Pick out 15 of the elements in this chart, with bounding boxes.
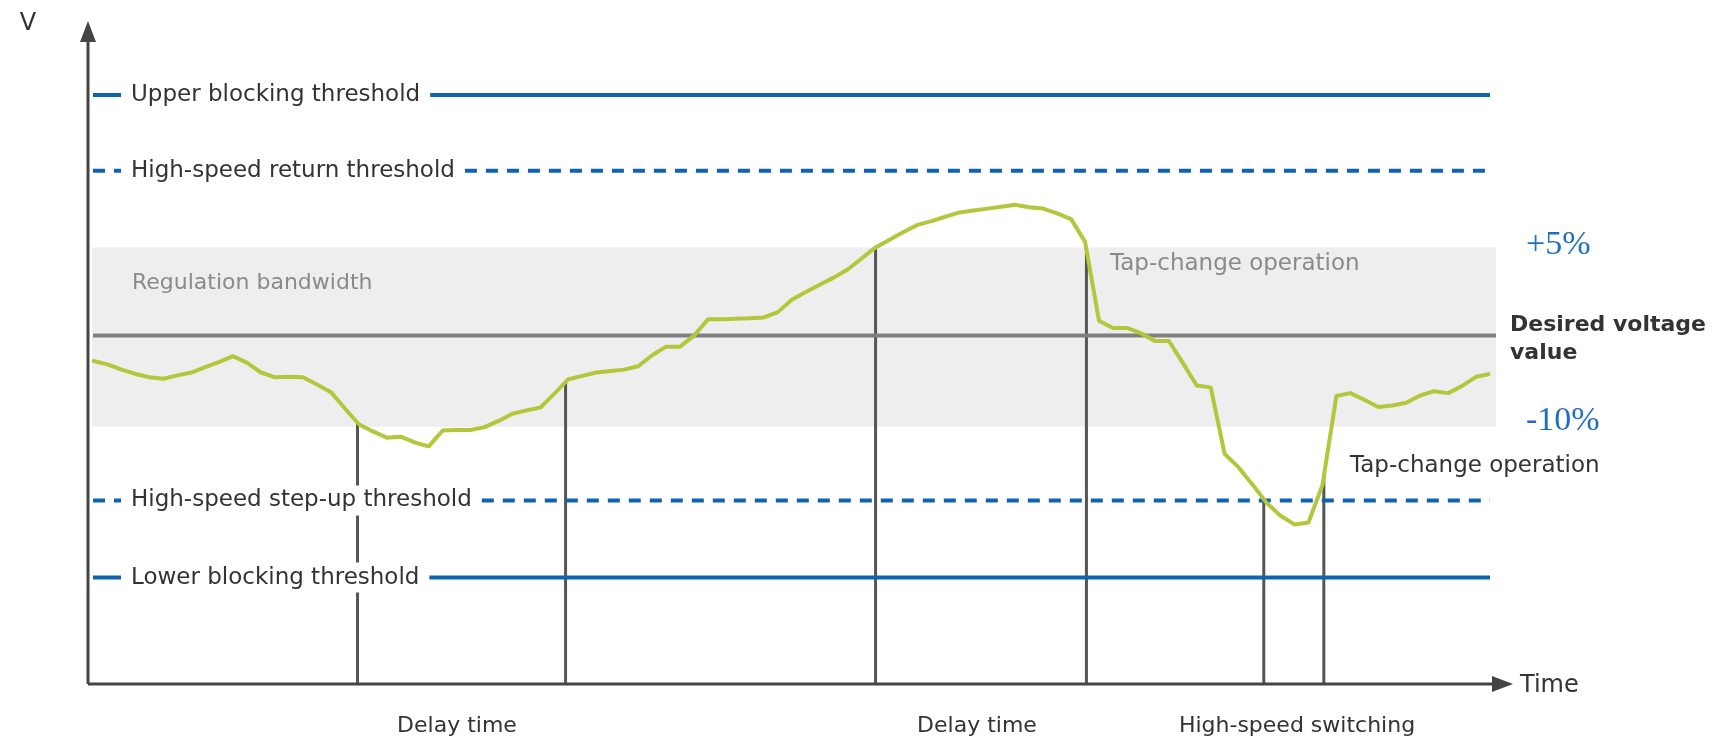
ref-line-label: Lower blocking threshold (131, 562, 420, 589)
text: V (19, 8, 37, 37)
band-label: Regulation bandwidth (132, 268, 373, 294)
text: +5% (1526, 223, 1591, 261)
ref-line-label: Upper blocking threshold (131, 80, 421, 106)
annotation: Tap-change operation (1349, 450, 1600, 477)
x-axis-title: Time (1519, 670, 1579, 699)
text: High-speed switching (1178, 711, 1416, 737)
annotation: Tap-change operation (1109, 248, 1360, 275)
text: Delay time (397, 711, 517, 737)
ref-line-label: High-speed return threshold (131, 155, 455, 182)
ref-line-label: High-speed step-up threshold (131, 485, 472, 512)
text: -10% (1526, 399, 1600, 437)
text: Delay time (917, 711, 1037, 737)
ref-line-label: Desired voltage value (1510, 311, 1707, 365)
